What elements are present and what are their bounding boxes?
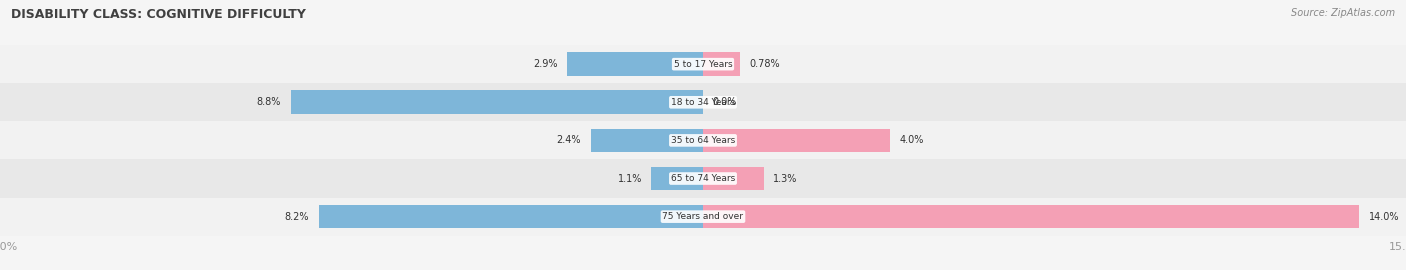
Bar: [591, 129, 703, 152]
Text: 8.2%: 8.2%: [285, 212, 309, 222]
Text: 14.0%: 14.0%: [1368, 212, 1399, 222]
Bar: [0, 160, 1406, 198]
Text: 0.78%: 0.78%: [749, 59, 779, 69]
Text: 65 to 74 Years: 65 to 74 Years: [671, 174, 735, 183]
Text: Source: ZipAtlas.com: Source: ZipAtlas.com: [1291, 8, 1395, 18]
Text: 4.0%: 4.0%: [900, 135, 924, 146]
Bar: [0, 198, 1406, 236]
Bar: [0, 45, 1406, 83]
Text: 18 to 34 Years: 18 to 34 Years: [671, 98, 735, 107]
Bar: [703, 205, 1360, 228]
Bar: [0, 121, 1406, 160]
Text: 2.9%: 2.9%: [533, 59, 558, 69]
Bar: [703, 129, 890, 152]
Text: 75 Years and over: 75 Years and over: [662, 212, 744, 221]
Text: 2.4%: 2.4%: [557, 135, 581, 146]
Text: 1.3%: 1.3%: [773, 174, 797, 184]
Bar: [703, 167, 763, 190]
Bar: [0, 83, 1406, 121]
Text: 8.8%: 8.8%: [257, 97, 281, 107]
Text: 1.1%: 1.1%: [617, 174, 643, 184]
Bar: [319, 205, 703, 228]
Text: 0.0%: 0.0%: [713, 97, 737, 107]
Bar: [651, 167, 703, 190]
Bar: [567, 52, 703, 76]
Text: DISABILITY CLASS: COGNITIVE DIFFICULTY: DISABILITY CLASS: COGNITIVE DIFFICULTY: [11, 8, 307, 21]
Bar: [703, 52, 740, 76]
Text: 5 to 17 Years: 5 to 17 Years: [673, 60, 733, 69]
Bar: [291, 90, 703, 114]
Text: 35 to 64 Years: 35 to 64 Years: [671, 136, 735, 145]
